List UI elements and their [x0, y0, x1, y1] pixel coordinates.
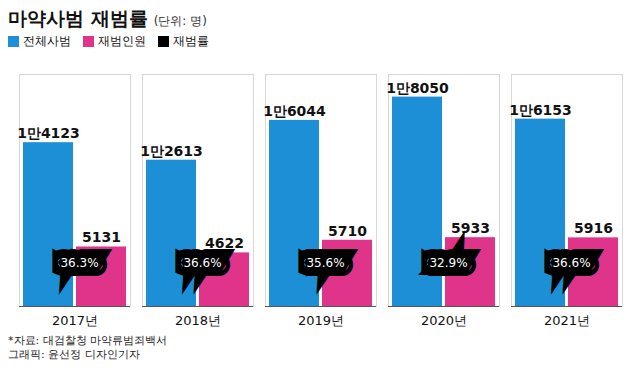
html-text:*자료: 대검찰청 마약류범죄백서: *자료: 대검찰청 마약류범죄백서 — [8, 334, 168, 347]
svg-text:36.6%: 36.6% — [183, 256, 221, 270]
svg-text:2020년: 2020년 — [421, 313, 467, 328]
html-text:그래픽: 윤선정 디자인기자: 그래픽: 윤선정 디자인기자 — [8, 348, 140, 361]
svg-text:1만6153: 1만6153 — [509, 102, 572, 118]
svg-text:2017년: 2017년 — [52, 313, 98, 328]
svg-text:1만6044: 1만6044 — [263, 103, 326, 119]
svg-text:36.6%: 36.6% — [552, 256, 590, 270]
svg-text:5933: 5933 — [451, 220, 490, 236]
svg-text:2018년: 2018년 — [175, 313, 221, 328]
svg-text:2021년: 2021년 — [544, 313, 590, 328]
svg-text:1만4123: 1만4123 — [17, 125, 80, 141]
svg-text:1만8050: 1만8050 — [386, 80, 449, 96]
html-text:전체사범: 전체사범 — [23, 33, 71, 48]
html-text:재범률: 재범률 — [173, 33, 209, 48]
svg-text:2019년: 2019년 — [298, 313, 344, 328]
svg-text:32.9%: 32.9% — [429, 256, 467, 270]
svg-text:5710: 5710 — [328, 223, 367, 239]
svg-text:5916: 5916 — [574, 220, 613, 236]
html-text:재범인원: 재범인원 — [98, 33, 146, 48]
svg-text:4622: 4622 — [205, 235, 244, 251]
svg-text:5131: 5131 — [82, 229, 121, 245]
html-text:마약사범 재범률 (단위: 명): 마약사범 재범률 (단위: 명) — [8, 7, 207, 29]
svg-text:36.3%: 36.3% — [60, 256, 98, 270]
svg-text:1만2613: 1만2613 — [140, 143, 203, 159]
svg-text:35.6%: 35.6% — [306, 256, 344, 270]
